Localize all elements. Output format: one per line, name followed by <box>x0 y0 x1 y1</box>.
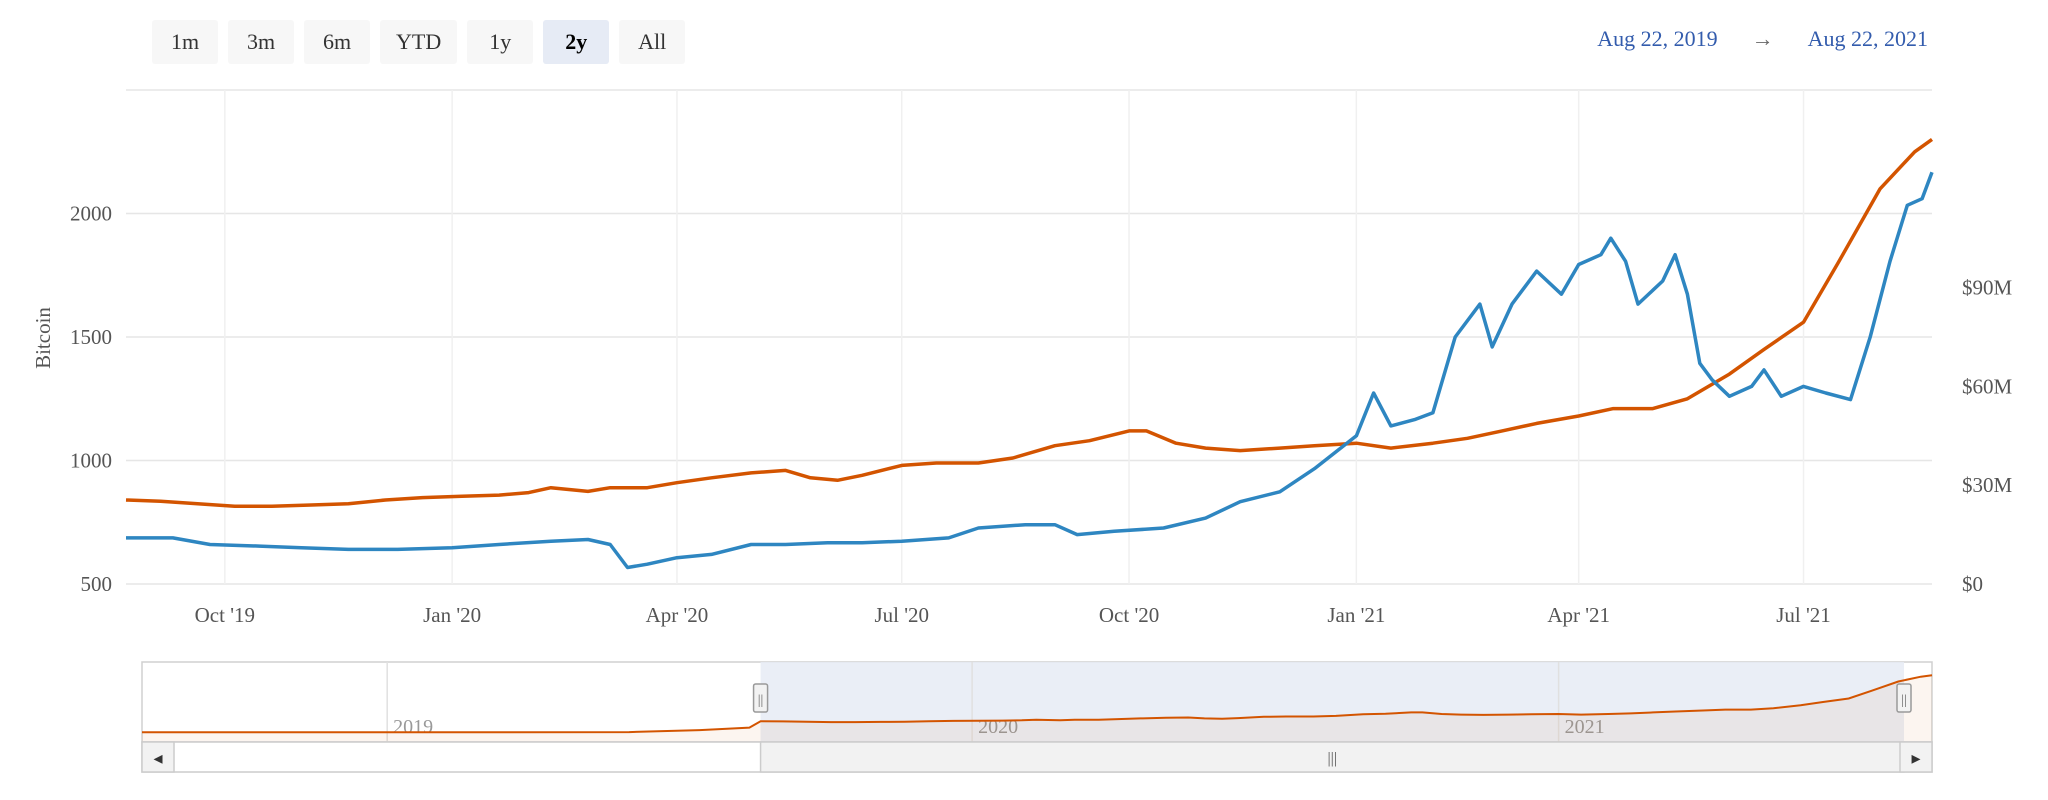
x-tick-label: Jul '21 <box>1776 603 1831 627</box>
zoom-button-ytd[interactable]: YTD <box>380 20 458 64</box>
left-tick-label: 1000 <box>70 449 112 473</box>
x-tick-label: Oct '20 <box>1099 603 1159 627</box>
right-tick-label: $30M <box>1962 473 2013 497</box>
navigator-area <box>142 675 1932 742</box>
navigator-handle-right <box>1896 683 1912 713</box>
range-to[interactable]: Aug 22, 2021 <box>1807 26 1928 51</box>
navigator-selection <box>760 662 1904 742</box>
zoom-button-3m[interactable]: 3m <box>228 20 294 64</box>
zoom-button-1m[interactable]: 1m <box>152 20 218 64</box>
x-axis: Oct '19 Jan '20 Apr '20 Jul '20 Oct '20 Jan '… <box>195 603 1831 627</box>
left-axis: 500 1000 1500 2000 <box>70 202 112 597</box>
navigator[interactable]: 201920202021||||◂▸||| <box>141 661 1933 773</box>
scroll-left-button <box>141 741 175 773</box>
range-arrow: → <box>1751 26 1774 51</box>
navigator-handle-grip: || <box>1901 693 1907 708</box>
navigator-handle-grip: || <box>758 693 764 708</box>
zoom-button-2y[interactable]: 2y <box>543 20 610 64</box>
x-tick-label: Jan '20 <box>423 603 481 627</box>
right-tick-label: $0 <box>1962 572 1983 596</box>
zoom-buttons: 1m 3m 6m YTD 1y 2y All <box>152 20 686 64</box>
y-axis-title: Bitcoin <box>31 307 55 369</box>
gridlines <box>126 89 1932 585</box>
series-line-left-axis <box>125 137 1934 508</box>
navigator-series <box>142 674 1933 734</box>
scrollbar-thumb <box>759 741 1905 773</box>
scroll-left-arrow-icon: ◂ <box>153 748 162 768</box>
x-tick-label: Apr '21 <box>1547 603 1610 627</box>
scroll-right-button <box>1899 741 1933 773</box>
series-line-right-axis <box>126 171 1934 570</box>
left-tick-label: 1500 <box>70 325 112 349</box>
x-tick-label: Apr '20 <box>646 603 709 627</box>
x-tick-label: Jan '21 <box>1327 603 1385 627</box>
left-tick-label: 2000 <box>70 202 112 226</box>
right-tick-label: $60M <box>1962 374 2013 398</box>
x-tick-label: Oct '19 <box>195 603 255 627</box>
date-range: Aug 22, 2019 → Aug 22, 2021 <box>1597 26 1928 52</box>
range-from[interactable]: Aug 22, 2019 <box>1597 26 1718 51</box>
scroll-right-arrow-icon: ▸ <box>1911 748 1920 768</box>
right-axis: $0 $30M $60M $90M <box>1962 276 2013 596</box>
left-tick-label: 500 <box>81 572 113 596</box>
zoom-button-all[interactable]: All <box>619 20 686 64</box>
zoom-button-6m[interactable]: 6m <box>304 20 370 64</box>
navigator-handle-left <box>752 683 769 713</box>
x-tick-label: Jul '20 <box>874 603 929 627</box>
right-tick-label: $90M <box>1962 276 2013 300</box>
series-layer <box>125 137 1934 570</box>
navigator-year-label: 2021 <box>1565 716 1605 738</box>
zoom-button-1y[interactable]: 1y <box>467 20 534 64</box>
scrollbar-grip-icon: ||| <box>1327 750 1337 767</box>
